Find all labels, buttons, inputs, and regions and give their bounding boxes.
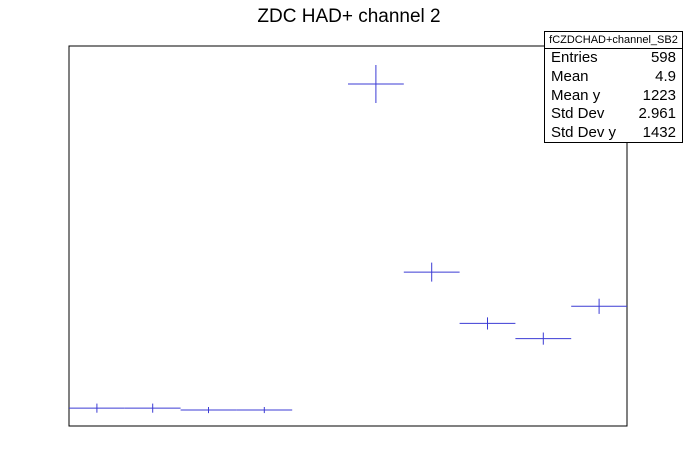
data-point-6 xyxy=(403,262,460,282)
data-point-2 xyxy=(124,403,181,413)
stats-box: fCZDCHAD+channel_SB2 Entries 598 Mean 4.… xyxy=(544,31,683,143)
data-point-3 xyxy=(180,407,237,414)
data-points xyxy=(69,65,627,414)
stats-value: 598 xyxy=(650,49,676,66)
chart-title: ZDC HAD+ channel 2 xyxy=(257,6,441,27)
stats-box-name: fCZDCHAD+channel_SB2 xyxy=(545,32,682,49)
stats-value: 1432 xyxy=(642,124,676,142)
data-point-1 xyxy=(69,403,125,413)
data-point-9 xyxy=(571,298,627,314)
stats-label: Mean xyxy=(551,67,589,85)
stats-label: Entries xyxy=(551,49,598,66)
stats-value: 2.961 xyxy=(638,105,676,123)
stats-label: Mean y xyxy=(551,86,601,104)
stats-value: 1223 xyxy=(642,86,676,104)
stats-row-mean: Mean 4.9 xyxy=(545,68,682,87)
data-point-8 xyxy=(515,332,572,345)
plot-frame xyxy=(68,45,628,427)
stats-row-std-dev: Std Dev 2.961 xyxy=(545,105,682,124)
stats-row-mean-y: Mean y 1223 xyxy=(545,87,682,106)
stats-label: Std Dev xyxy=(551,105,605,123)
stats-value: 4.9 xyxy=(655,67,676,85)
stats-row-std-dev-y: Std Dev y 1432 xyxy=(545,124,682,143)
data-point-4 xyxy=(236,407,293,414)
stats-row-entries: Entries 598 xyxy=(545,49,682,68)
data-point-7 xyxy=(459,317,516,330)
stats-label: Std Dev y xyxy=(551,124,617,142)
data-point-5 xyxy=(348,65,404,103)
